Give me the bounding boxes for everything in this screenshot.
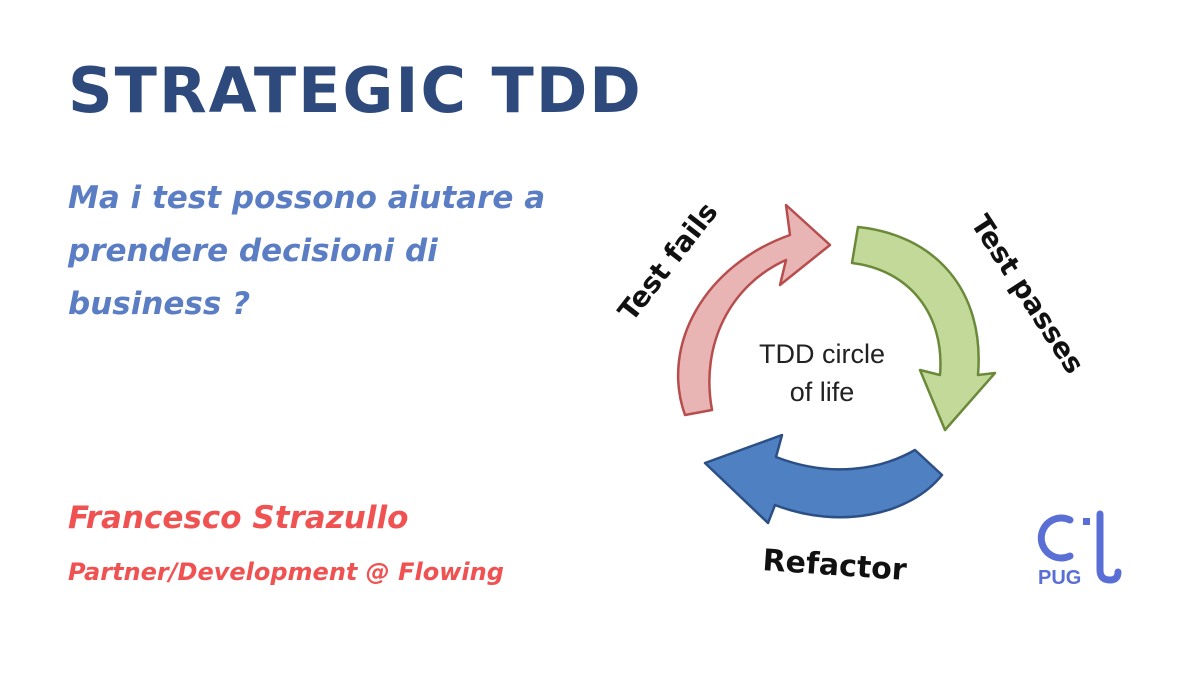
subtitle-line-3: business ? bbox=[68, 286, 251, 322]
refactor-arrow bbox=[703, 433, 944, 525]
subtitle-line-1: Ma i test possono aiutare a bbox=[68, 180, 546, 216]
test-passes-arrow bbox=[850, 225, 997, 432]
pug-logo-mark bbox=[1037, 514, 1074, 562]
author-role: Partner/Development @ Flowing bbox=[68, 558, 504, 586]
pug-logo-stem bbox=[1096, 510, 1122, 584]
label-refactor: Refactor bbox=[761, 543, 908, 588]
test-fails-arrow bbox=[676, 203, 832, 417]
label-test-passes: Test passes bbox=[964, 209, 1091, 380]
slide-title: STRATEGIC TDD bbox=[68, 54, 643, 127]
pug-logo-dot bbox=[1083, 518, 1090, 525]
diagram-center-line-2: of life bbox=[790, 377, 855, 407]
tdd-cycle-diagram: TDD circle of life Test fails Test passe… bbox=[590, 195, 1120, 595]
diagram-center-line-1: TDD circle bbox=[759, 339, 885, 369]
subtitle-line-2: prendere decisioni di bbox=[68, 233, 438, 269]
pug-logo-text: PUG bbox=[1038, 567, 1081, 589]
slide-subtitle: Ma i test possono aiutare a prendere dec… bbox=[68, 172, 608, 331]
author-name: Francesco Strazullo bbox=[68, 500, 409, 536]
pug-logo: PUG bbox=[1030, 498, 1126, 594]
